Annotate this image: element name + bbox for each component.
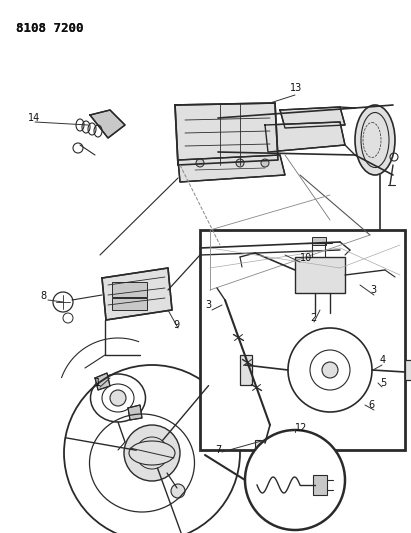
Circle shape [171, 484, 185, 498]
Text: 10: 10 [300, 253, 312, 263]
FancyBboxPatch shape [295, 257, 345, 293]
Text: 9: 9 [173, 320, 179, 330]
Polygon shape [178, 155, 285, 182]
Polygon shape [102, 268, 172, 320]
Bar [312, 237, 326, 245]
FancyBboxPatch shape [112, 298, 147, 310]
Text: 6: 6 [368, 400, 374, 410]
Circle shape [236, 159, 244, 167]
Polygon shape [95, 373, 110, 390]
Text: 12: 12 [295, 423, 307, 433]
Text: 8108 7200: 8108 7200 [16, 22, 83, 35]
Text: 1: 1 [95, 378, 101, 388]
FancyBboxPatch shape [112, 282, 147, 297]
Text: 3: 3 [205, 300, 211, 310]
Bar [200, 230, 405, 450]
FancyBboxPatch shape [240, 355, 252, 385]
Polygon shape [128, 405, 142, 420]
Text: 2: 2 [310, 313, 316, 323]
Circle shape [322, 362, 338, 378]
Polygon shape [90, 110, 125, 138]
Polygon shape [265, 122, 345, 152]
Polygon shape [280, 107, 345, 128]
Text: 8: 8 [40, 291, 46, 301]
Circle shape [261, 159, 269, 167]
Text: 14: 14 [28, 113, 40, 123]
FancyBboxPatch shape [405, 360, 411, 380]
FancyBboxPatch shape [255, 440, 277, 455]
Text: 7: 7 [215, 445, 221, 455]
Text: 4: 4 [380, 355, 386, 365]
Ellipse shape [129, 441, 175, 465]
Ellipse shape [355, 105, 395, 175]
Text: 3: 3 [370, 285, 376, 295]
Circle shape [110, 390, 126, 406]
Circle shape [196, 159, 204, 167]
Circle shape [124, 425, 180, 481]
Text: 8108 7200: 8108 7200 [16, 22, 83, 35]
Circle shape [245, 430, 345, 530]
Bar [313, 475, 327, 495]
Text: 13: 13 [290, 83, 302, 93]
Text: 5: 5 [380, 378, 386, 388]
Polygon shape [175, 103, 278, 165]
